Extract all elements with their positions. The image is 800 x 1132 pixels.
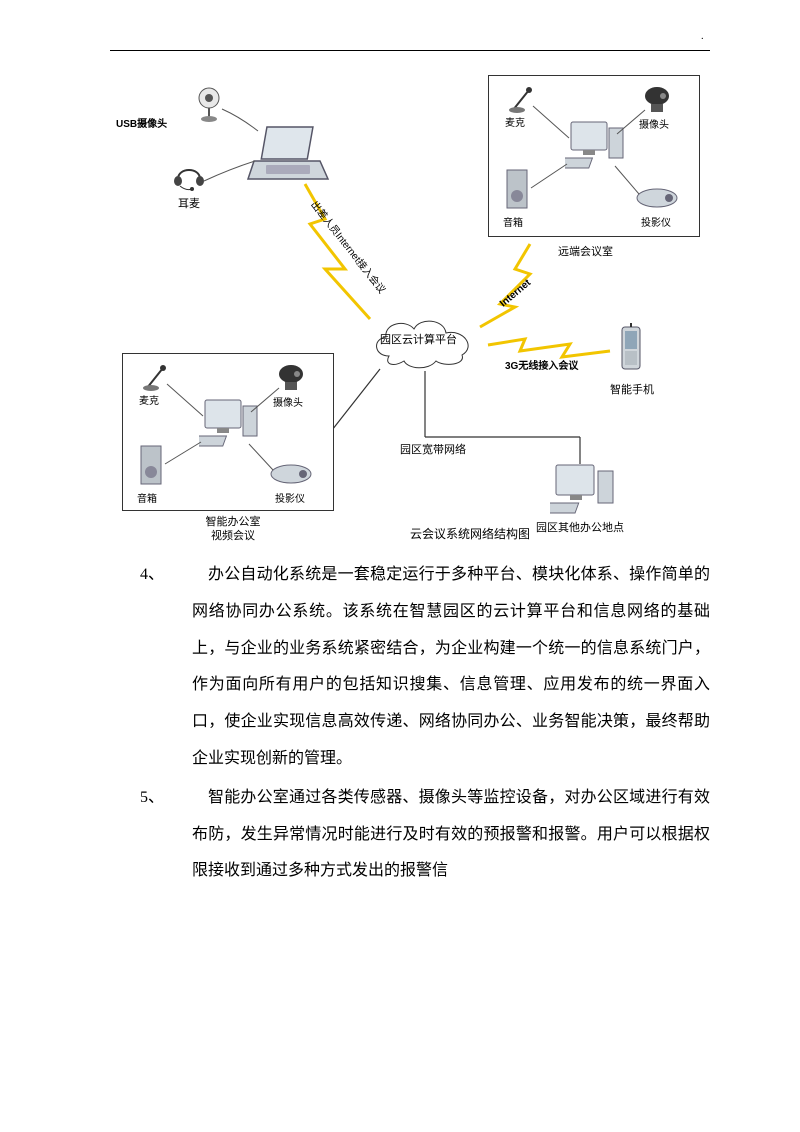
- page: · 园区云计算平台 出差人员Internet接入会议 Intern: [0, 0, 800, 930]
- diagram-title: 云会议系统网络结构图: [410, 525, 530, 542]
- item-4-num: 4、: [140, 557, 192, 778]
- item-4: 4、 办公自动化系统是一套稳定运行于多种平台、模块化体系、操作简单的网络协同办公…: [140, 557, 710, 778]
- item-5-text: 智能办公室通过各类传感器、摄像头等监控设备，对办公区域进行有效布防，发生异常情况…: [192, 780, 710, 890]
- remote-wires: [489, 76, 699, 236]
- smart-office-title2: 视频会议: [188, 527, 278, 543]
- remote-room-box: 麦克 摄像头 音箱: [488, 75, 700, 237]
- item-5: 5、 智能办公室通过各类传感器、摄像头等监控设备，对办公区域进行有效布防，发生异…: [140, 780, 710, 890]
- conn-label-broadband: 园区宽带网络: [400, 441, 466, 457]
- remote-room-title: 远端会议室: [558, 243, 613, 259]
- other-pc-icon: [550, 461, 620, 519]
- network-diagram: 园区云计算平台 出差人员Internet接入会议 Internet 3G无线接入…: [110, 69, 710, 549]
- smart-wires: [123, 354, 333, 510]
- smart-office-box: 麦克 摄像头 音箱 投影仪: [122, 353, 334, 511]
- lightning-3g: [488, 339, 610, 357]
- body-text: 4、 办公自动化系统是一套稳定运行于多种平台、模块化体系、操作简单的网络协同办公…: [140, 557, 710, 890]
- traveler-wires: [110, 69, 350, 229]
- phone-label: 智能手机: [610, 381, 654, 397]
- cloud-label: 园区云计算平台: [380, 331, 457, 347]
- top-rule: [110, 50, 710, 51]
- other-office-label: 园区其他办公地点: [536, 519, 624, 535]
- item-5-num: 5、: [140, 780, 192, 890]
- page-dot: ·: [701, 34, 704, 45]
- item-4-text: 办公自动化系统是一套稳定运行于多种平台、模块化体系、操作简单的网络协同办公系统。…: [192, 557, 710, 778]
- phone-icon: [614, 321, 648, 381]
- conn-label-3g: 3G无线接入会议: [505, 357, 578, 372]
